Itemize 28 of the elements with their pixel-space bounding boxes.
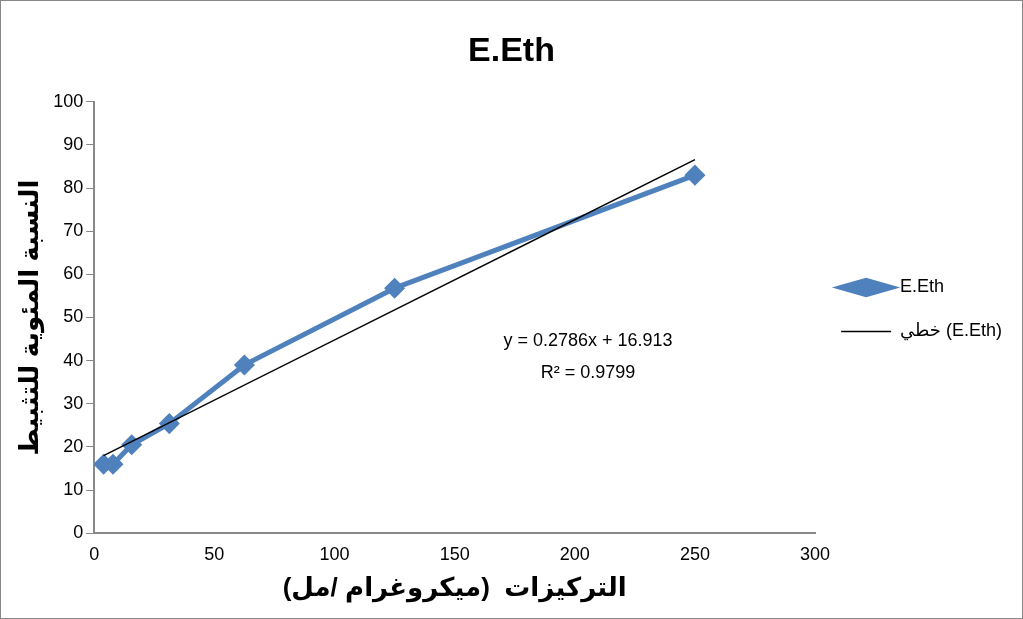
y-axis-title: النسبة المئوية للتثبيط: [13, 179, 45, 456]
legend-label: E.Eth: [900, 276, 945, 297]
y-tick-label: 100: [53, 90, 84, 111]
chart-title: E.Eth: [468, 29, 555, 68]
y-tick-label: 90: [63, 133, 84, 154]
x-axis-title: التركيزات (ميكروغرام /مل): [282, 571, 627, 603]
y-tick-label: 10: [63, 479, 84, 500]
legend-label: خطي (E.Eth): [900, 320, 1003, 342]
y-tick-label: 50: [63, 306, 84, 327]
point: [385, 278, 405, 298]
y-tick-label: 30: [63, 392, 84, 413]
annotation: R² = 0.9799: [540, 362, 636, 383]
x-tick-label: 200: [559, 543, 590, 564]
x-tick-label: 250: [679, 543, 710, 564]
y-tick-label: 60: [63, 263, 84, 284]
x-tick-label: 0: [89, 543, 100, 564]
x-tick-label: 150: [439, 543, 470, 564]
y-tick-label: 80: [63, 177, 84, 198]
point: [685, 165, 705, 185]
point: [234, 355, 254, 375]
x-tick-label: 100: [319, 543, 350, 564]
x-tick-label: 300: [800, 543, 831, 564]
annotation: y = 0.2786x + 16.913: [503, 330, 673, 351]
y-tick-label: 40: [63, 349, 84, 370]
x-tick-label: 50: [204, 543, 225, 564]
y-tick-label: 20: [63, 435, 84, 456]
y-tick-label: 70: [63, 220, 84, 241]
y-tick-label: 0: [73, 522, 84, 543]
